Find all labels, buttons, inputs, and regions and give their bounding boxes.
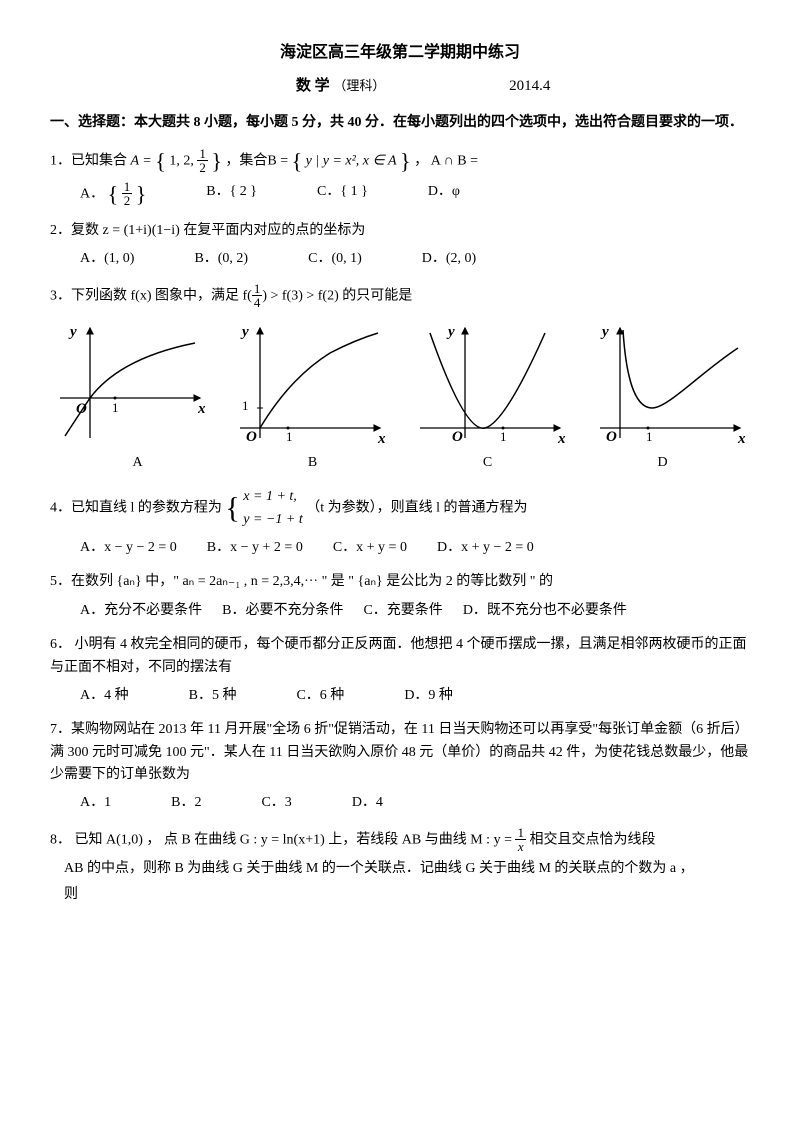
q3-graph-c: y x O 1: [410, 318, 570, 448]
brace-open-icon: {: [155, 148, 166, 173]
q3-label-c: C: [400, 452, 575, 474]
question-4: 4．已知直线 l 的参数方程为 { x = 1 + t, y = −1 + t …: [50, 486, 750, 559]
q7-opt-c: C．3: [261, 792, 291, 814]
q6-opt-c: C．6 种: [296, 685, 344, 707]
brace-close-icon: }: [400, 148, 411, 173]
q1-setA-elems: 1, 2,: [169, 154, 197, 169]
q8-p2: AB 的中点，则称 B 为曲线 G 关于曲线 M 的一个关联点．记曲线 G 关于…: [64, 858, 750, 880]
svg-text:1: 1: [112, 400, 119, 415]
q8-p3: 则: [64, 884, 750, 906]
q2-stem: 2．复数 z = (1+i)(1−i) 在复平面内对应的点的坐标为: [50, 220, 750, 242]
q2-opt-c: C．(0, 1): [308, 248, 362, 270]
q1-optA-d: 2: [122, 194, 133, 207]
q2-opt-a: A．(1, 0): [80, 248, 134, 270]
q4-stem-pre: 4．已知直线 l 的参数方程为: [50, 501, 225, 516]
brace-close-icon: }: [211, 148, 222, 173]
svg-text:1: 1: [286, 429, 293, 444]
q4-opt-a: A．x − y − 2 = 0: [80, 537, 177, 559]
svg-text:1: 1: [242, 398, 249, 413]
svg-text:x: x: [737, 431, 746, 447]
q4-opt-b: B．x − y + 2 = 0: [207, 537, 303, 559]
q5-opt-b: B．必要不充分条件: [222, 600, 343, 622]
question-1: 1．已知集合 A = { 1, 2, 12 } ，集合B = { y | y =…: [50, 148, 750, 208]
q8-frac-n: 1: [515, 826, 526, 840]
q6-stem: 6． 小明有 4 枚完全相同的硬币，每个硬币都分正反两面．他想把 4 个硬币摆成…: [50, 634, 750, 679]
question-2: 2．复数 z = (1+i)(1−i) 在复平面内对应的点的坐标为 A．(1, …: [50, 220, 750, 271]
q6-opt-d: D．9 种: [404, 685, 453, 707]
q2-opt-b: B．(0, 2): [194, 248, 248, 270]
q8-p1-post: 相交且交点恰为线段: [529, 833, 655, 848]
svg-text:O: O: [606, 429, 617, 445]
q1-optA-n: 1: [122, 180, 133, 194]
section-1-heading: 一、选择题：本大题共 8 小题，每小题 5 分，共 40 分．在每小题列出的四个…: [50, 112, 750, 134]
svg-text:y: y: [446, 324, 455, 340]
q7-opt-a: A．1: [80, 792, 111, 814]
question-6: 6． 小明有 4 枚完全相同的硬币，每个硬币都分正反两面．他想把 4 个硬币摆成…: [50, 634, 750, 707]
svg-text:1: 1: [646, 429, 653, 444]
exam-title: 海淀区高三年级第二学期期中练习: [50, 40, 750, 66]
exam-subtitle: 数 学 （理科） 2014.4: [50, 74, 750, 98]
q1-optA-label: A．: [80, 187, 104, 202]
q8-p1-pre: 8． 已知 A(1,0) ， 点 B 在曲线 G : y = ln(x+1) 上…: [50, 833, 515, 848]
q1-setA: A =: [131, 154, 156, 169]
q3-graph-labels: A B C D: [50, 452, 750, 474]
q5-opt-d: D．既不充分也不必要条件: [463, 600, 627, 622]
svg-text:O: O: [76, 401, 87, 417]
q1-opt-b: B．{ 2 }: [206, 181, 257, 208]
svg-text:y: y: [68, 324, 77, 340]
svg-text:x: x: [377, 431, 386, 447]
q1-stem-pre: 1．已知集合: [50, 154, 131, 169]
q1-opt-c: C．{ 1 }: [317, 181, 368, 208]
q8-frac-d: x: [515, 840, 526, 853]
q1-stem-mid: ，集合B =: [225, 154, 291, 169]
question-3: 3．下列函数 f(x) 图象中，满足 f(14) > f(3) > f(2) 的…: [50, 283, 750, 474]
svg-text:O: O: [452, 429, 463, 445]
q1-frac-n: 1: [197, 147, 208, 161]
question-8: 8． 已知 A(1,0) ， 点 B 在曲线 G : y = ln(x+1) 上…: [50, 827, 750, 907]
question-7: 7．某购物网站在 2013 年 11 月开展"全场 6 折"促销活动，在 11 …: [50, 719, 750, 815]
q3-graph-b: y x O 1 1: [230, 318, 390, 448]
q1-stem-post: ， A ∩ B =: [414, 154, 478, 169]
brace-open-icon: {: [292, 148, 303, 173]
q3-graph-row: y x O 1 y x O 1 1: [50, 318, 750, 448]
q1-frac-d: 2: [197, 161, 208, 174]
svg-text:O: O: [246, 429, 257, 445]
q5-stem: 5．在数列 {aₙ} 中，" aₙ = 2aₙ₋₁ , n = 2,3,4,··…: [50, 571, 750, 593]
q3-stem-post: ) > f(3) > f(2) 的只可能是: [262, 288, 412, 303]
q3-frac-d: 4: [252, 296, 263, 309]
svg-text:x: x: [557, 431, 566, 447]
q4-opt-c: C．x + y = 0: [333, 537, 407, 559]
q7-stem: 7．某购物网站在 2013 年 11 月开展"全场 6 折"促销活动，在 11 …: [50, 719, 750, 786]
q3-label-b: B: [225, 452, 400, 474]
q4-eq1: x = 1 + t,: [243, 489, 297, 504]
subject-note: （理科）: [333, 78, 385, 93]
q3-graph-d: y x O 1: [590, 318, 750, 448]
q4-eq2: y = −1 + t: [243, 512, 302, 527]
q7-opt-b: B．2: [171, 792, 201, 814]
svg-text:1: 1: [500, 429, 507, 444]
svg-text:y: y: [600, 324, 609, 340]
q5-opt-a: A．充分不必要条件: [80, 600, 202, 622]
q3-label-d: D: [575, 452, 750, 474]
q4-stem-post: （t 为参数），则直线 l 的普通方程为: [306, 501, 527, 516]
q5-opt-c: C．充要条件: [363, 600, 442, 622]
q1-opt-d: D．φ: [428, 181, 460, 208]
q6-opt-b: B．5 种: [189, 685, 237, 707]
subject-label: 数 学: [250, 74, 330, 98]
q1-opt-a: A． { 12 }: [80, 181, 146, 208]
exam-date: 2014.4: [509, 74, 550, 98]
q7-opt-d: D．4: [352, 792, 383, 814]
q3-label-a: A: [50, 452, 225, 474]
q6-opt-a: A．4 种: [80, 685, 129, 707]
q3-frac-n: 1: [252, 282, 263, 296]
q1-setB: y | y = x², x ∈ A: [306, 154, 397, 169]
svg-text:x: x: [197, 401, 206, 417]
question-5: 5．在数列 {aₙ} 中，" aₙ = 2aₙ₋₁ , n = 2,3,4,··…: [50, 571, 750, 622]
q2-opt-d: D．(2, 0): [422, 248, 476, 270]
q3-graph-a: y x O 1: [50, 318, 210, 448]
svg-text:y: y: [240, 324, 249, 340]
q4-opt-d: D．x + y − 2 = 0: [437, 537, 534, 559]
q3-stem-pre: 3．下列函数 f(x) 图象中，满足 f(: [50, 288, 252, 303]
